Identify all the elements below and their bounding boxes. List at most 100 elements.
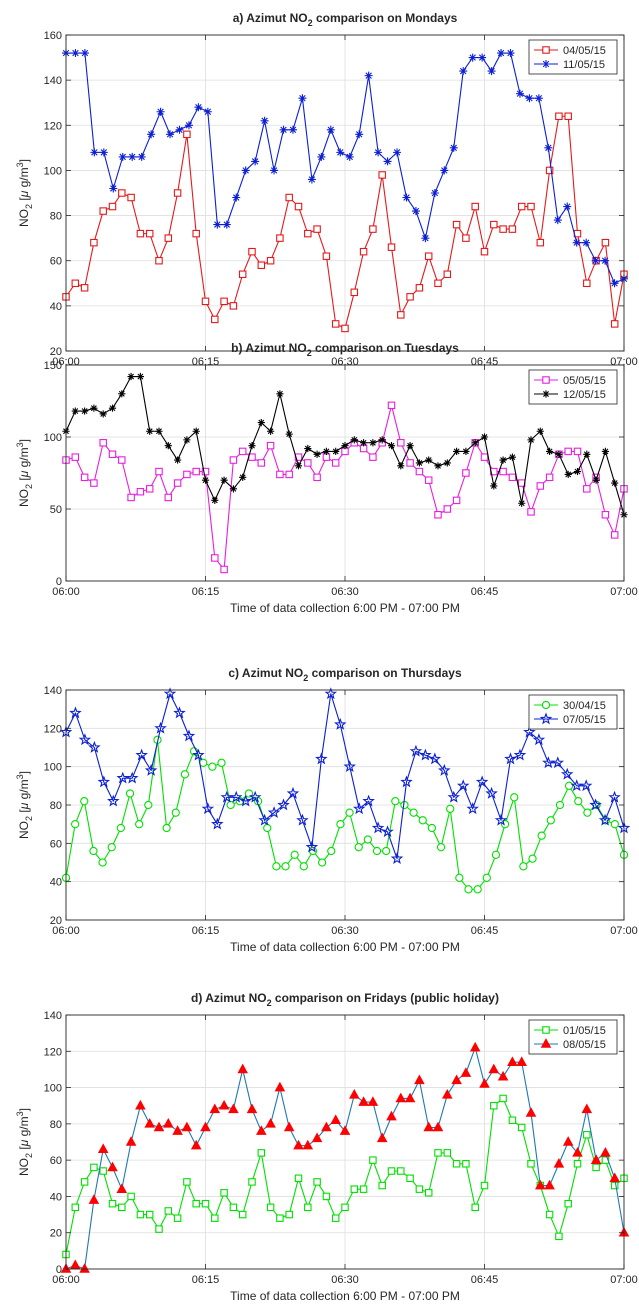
data-point (499, 225, 507, 233)
data-point (499, 1094, 507, 1103)
data-point (443, 270, 452, 279)
data-point (220, 790, 234, 803)
legend-box (528, 1019, 618, 1055)
data-point (107, 843, 116, 852)
data-point (71, 49, 80, 58)
data-point (80, 49, 89, 58)
x-tick-label: 06:45 (471, 1274, 499, 1286)
data-point (350, 288, 359, 297)
data-point (449, 143, 458, 152)
data-point (424, 1189, 433, 1197)
data-point (442, 1088, 453, 1099)
data-point (555, 800, 565, 810)
data-point (434, 1149, 442, 1157)
data-point (313, 450, 321, 458)
data-point (293, 1139, 304, 1150)
data-point (80, 1178, 89, 1186)
data-point (248, 442, 256, 450)
data-point (183, 1178, 191, 1186)
data-point (406, 459, 414, 467)
data-point (397, 462, 405, 470)
data-point (281, 862, 290, 871)
data-point (118, 1203, 126, 1212)
data-point (304, 1203, 312, 1212)
x-tick-label: 06:00 (52, 586, 80, 598)
data-point (322, 252, 331, 260)
data-point (409, 744, 423, 757)
y-tick-label: 140 (44, 75, 62, 87)
data-point (144, 800, 153, 810)
x-tick-label: 06:45 (471, 925, 499, 937)
y-tick-label: 80 (50, 211, 62, 223)
data-point (283, 1121, 295, 1132)
data-point (387, 442, 396, 450)
data-point (294, 453, 303, 461)
legend-box (528, 694, 618, 730)
data-point (508, 1116, 517, 1124)
data-point (391, 797, 400, 806)
data-point (164, 493, 173, 502)
data-point (564, 112, 572, 121)
data-point (155, 427, 163, 435)
data-point (108, 202, 117, 211)
data-point (406, 293, 414, 301)
data-point (290, 850, 299, 859)
data-point (127, 493, 135, 502)
data-point (136, 229, 145, 238)
data-point (232, 193, 241, 202)
data-point (127, 1192, 135, 1201)
data-point (485, 786, 498, 799)
data-point (415, 459, 423, 467)
data-point (173, 706, 186, 719)
data-point (434, 462, 442, 470)
data-point (226, 800, 235, 810)
data-point (411, 207, 420, 216)
data-point (305, 840, 319, 853)
data-point (418, 816, 427, 825)
y-tick-label: 150 (44, 360, 62, 372)
data-point (118, 152, 127, 161)
data-point (387, 243, 396, 251)
data-point (116, 1183, 128, 1193)
data-point (144, 763, 158, 776)
data-point (248, 790, 262, 803)
data-point (583, 808, 592, 817)
data-point (583, 279, 591, 288)
y-axis-label: NO2 [μ g/m3] (15, 159, 34, 227)
data-point (286, 786, 300, 799)
data-point (229, 456, 238, 464)
data-point (355, 130, 364, 139)
data-point (164, 1207, 173, 1215)
data-point (527, 508, 535, 516)
chart-title: a) Azimut NO2 comparison on Mondays (233, 11, 458, 28)
legend-marker (540, 1038, 552, 1048)
x-tick-label: 06:00 (52, 925, 80, 937)
data-point (369, 453, 377, 461)
chart-panel-3: 0 20 40 60 80 100 120 140 06:00 06:15 06:30 06:45 07… (15, 991, 638, 1303)
data-point (97, 1143, 109, 1154)
data-point (527, 1160, 535, 1168)
data-point (238, 1210, 247, 1219)
data-point (536, 427, 544, 435)
x-tick-label: 07:00 (610, 1274, 638, 1286)
data-point (564, 447, 572, 456)
data-point (582, 238, 591, 247)
data-point (99, 148, 108, 157)
x-tick-label: 06:15 (192, 586, 220, 598)
data-point (424, 476, 433, 484)
data-point (581, 1103, 593, 1114)
data-point (107, 794, 120, 807)
data-point (136, 487, 145, 496)
data-point (257, 419, 265, 427)
data-point (341, 324, 349, 333)
data-point (364, 71, 373, 80)
data-point (608, 790, 621, 803)
data-point (555, 112, 563, 121)
data-point (508, 473, 517, 482)
data-point (145, 485, 154, 493)
legend-box (528, 39, 618, 75)
data-point (180, 770, 190, 779)
data-point (564, 781, 574, 790)
data-point (321, 1121, 332, 1132)
